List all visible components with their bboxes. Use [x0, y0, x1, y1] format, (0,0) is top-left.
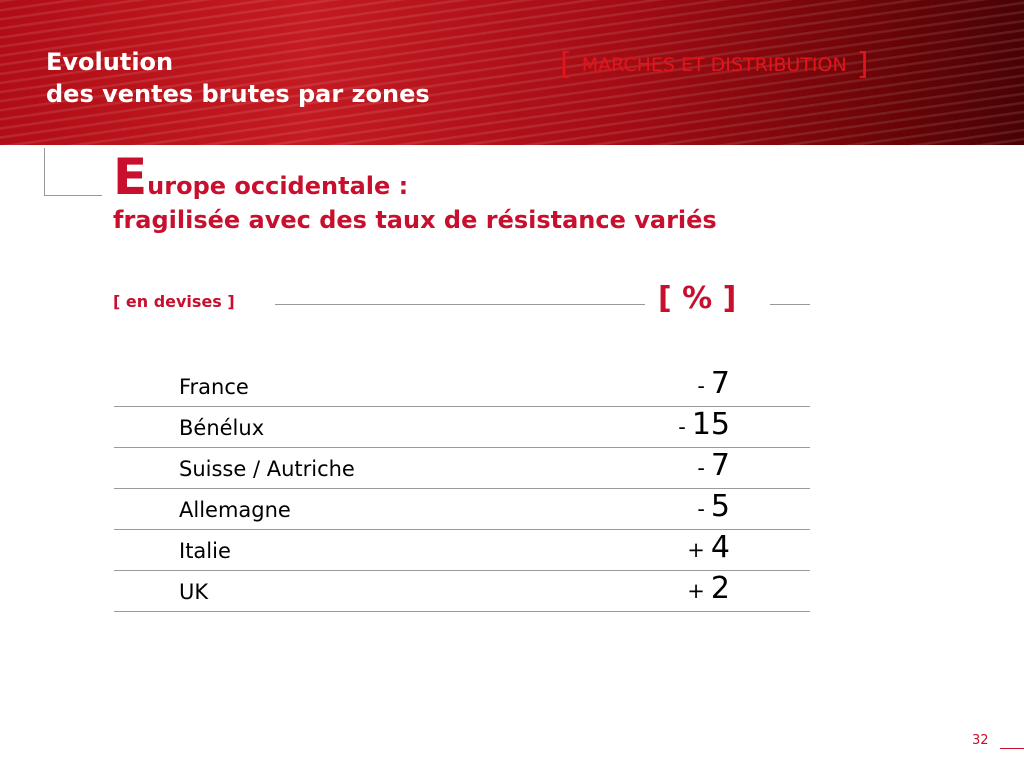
change-number: 5 — [710, 489, 730, 524]
title-line-2: des ventes brutes par zones — [46, 80, 430, 108]
table-row: France -7 — [114, 366, 810, 407]
change-sign: - — [697, 374, 705, 398]
change-value: +4 — [687, 530, 730, 565]
country-name: UK — [179, 580, 209, 604]
section-tag: [ MARCHES ET DISTRIBUTION] — [560, 44, 869, 82]
header-banner: Evolution des ventes brutes par zones [ M… — [0, 0, 1024, 145]
table-row: Italie +4 — [114, 530, 810, 571]
page-title: Evolution des ventes brutes par zones — [46, 46, 430, 110]
table-row: Suisse / Autriche -7 — [114, 448, 810, 489]
change-number: 2 — [710, 571, 730, 606]
change-value: -7 — [697, 366, 730, 401]
section-close-bracket: ] — [856, 47, 869, 82]
percent-unit-label: [ % ] — [658, 281, 737, 316]
change-value: -7 — [697, 448, 730, 483]
corner-bracket-vertical — [44, 148, 45, 196]
change-sign: - — [678, 415, 686, 439]
table-row: UK +2 — [114, 571, 810, 612]
sales-table: France -7 Bénélux -15 Suisse / Autriche … — [114, 366, 810, 612]
change-sign: + — [687, 538, 705, 562]
change-sign: - — [697, 456, 705, 480]
section-label: MARCHES ET DISTRIBUTION — [581, 54, 847, 76]
table-row: Allemagne -5 — [114, 489, 810, 530]
footer-accent-line — [1000, 748, 1024, 749]
country-name: Italie — [179, 539, 231, 563]
subtitle-line1-rest: urope occidentale : — [147, 172, 409, 200]
change-sign: + — [687, 579, 705, 603]
change-number: 15 — [691, 407, 730, 442]
country-name: Suisse / Autriche — [179, 457, 355, 481]
page-number: 32 — [972, 733, 989, 748]
country-name: Bénélux — [179, 416, 265, 440]
change-value: -5 — [697, 489, 730, 524]
subtitle-initial: E — [113, 148, 148, 206]
currency-unit-label: [ en devises ] — [113, 292, 235, 311]
section-open-bracket: [ — [560, 47, 572, 82]
change-value: -15 — [678, 407, 730, 442]
table-row: Bénélux -15 — [114, 407, 810, 448]
unit-divider-line-end — [770, 304, 810, 305]
slide-subtitle: Europe occidentale : fragilisée avec des… — [113, 152, 717, 238]
change-number: 4 — [710, 530, 730, 565]
change-value: +2 — [687, 571, 730, 606]
country-name: Allemagne — [179, 498, 291, 522]
unit-divider-line — [275, 304, 645, 305]
change-number: 7 — [710, 448, 730, 483]
corner-bracket-horizontal — [44, 195, 102, 196]
change-number: 7 — [710, 366, 730, 401]
change-sign: - — [697, 497, 705, 521]
title-line-1: Evolution — [46, 48, 174, 76]
subtitle-line-1: Europe occidentale : — [113, 152, 717, 202]
subtitle-line-2: fragilisée avec des taux de résistance v… — [113, 206, 717, 234]
country-name: France — [179, 375, 249, 399]
